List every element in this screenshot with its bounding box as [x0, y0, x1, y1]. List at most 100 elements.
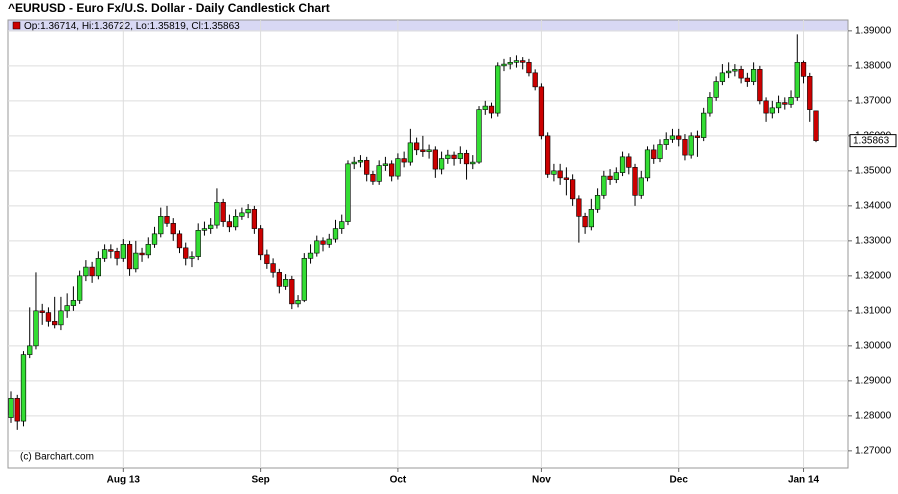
candle-body — [788, 97, 794, 105]
candle-body — [763, 100, 769, 114]
candle-body — [538, 86, 545, 137]
candle-body — [569, 179, 576, 200]
candle-body — [701, 112, 707, 138]
credit: (c) Barchart.com — [20, 452, 94, 463]
y-tick-label: 1.30000 — [855, 340, 892, 351]
candle-body — [33, 310, 39, 347]
candle-body — [45, 312, 52, 322]
candle-body — [276, 272, 282, 287]
candle-body — [725, 70, 732, 74]
candle-body — [420, 149, 426, 152]
candle-body — [638, 177, 644, 196]
x-tick-label: Aug 13 — [107, 475, 141, 486]
candle-body — [164, 216, 170, 224]
candle-body — [407, 142, 414, 163]
candle-body — [769, 107, 775, 114]
candle-body — [220, 202, 226, 222]
candle-body — [126, 244, 133, 270]
candle-body — [345, 163, 351, 222]
candle-body — [251, 209, 258, 229]
candle-body — [401, 158, 407, 163]
candle-body — [495, 65, 501, 114]
candle-body — [233, 216, 239, 228]
candle-body — [183, 247, 189, 259]
candle-body — [114, 251, 120, 259]
candle-body — [120, 244, 126, 259]
candle-body — [351, 161, 357, 165]
candle-body — [320, 240, 326, 245]
candle-body — [626, 156, 632, 168]
candle-body — [807, 76, 813, 110]
x-tick-label: Oct — [390, 475, 407, 486]
candle-body — [389, 163, 395, 177]
candle-body — [738, 69, 744, 79]
candle-body — [8, 398, 14, 418]
candle-body — [245, 209, 251, 214]
candle-body — [457, 153, 463, 159]
candle-body — [52, 321, 58, 326]
chart-title: ^EURUSD - Euro Fx/U.S. Dollar - Daily Ca… — [8, 1, 330, 15]
candle-body — [582, 216, 588, 228]
candle-body — [669, 135, 676, 140]
candle-body — [782, 102, 788, 105]
candle-body — [158, 216, 164, 235]
y-tick-label: 1.32000 — [855, 270, 892, 281]
candle-body — [395, 158, 401, 177]
candle-body — [257, 228, 264, 256]
candle-body — [139, 252, 145, 256]
candle-body — [370, 174, 376, 182]
candle-body — [501, 63, 507, 67]
y-tick-label: 1.33000 — [855, 235, 892, 246]
candle-body — [201, 228, 208, 231]
y-tick-label: 1.35000 — [855, 165, 892, 176]
candle-body — [282, 279, 289, 287]
candle-body — [588, 209, 594, 228]
y-tick-label: 1.27000 — [855, 445, 892, 456]
candle-body — [133, 252, 139, 270]
candle-body — [513, 60, 520, 63]
candle-body — [744, 77, 750, 82]
candle-body — [189, 256, 195, 259]
x-tick-label: Nov — [532, 475, 551, 486]
y-tick-label: 1.28000 — [855, 410, 892, 421]
candle-body — [563, 177, 570, 180]
candle-body — [632, 167, 638, 196]
candle-body — [20, 354, 27, 422]
candle-body — [426, 149, 432, 152]
candle-body — [58, 310, 64, 326]
candle-body — [651, 149, 657, 159]
candle-body — [732, 69, 738, 72]
legend-swatch — [12, 21, 21, 30]
y-tick-label: 1.39000 — [855, 25, 892, 36]
candle-body — [545, 135, 551, 175]
candle-body — [89, 266, 95, 277]
legend-text: Op:1.36714, Hi:1.36722, Lo:1.35819, Cl:1… — [24, 21, 240, 32]
candle-body — [27, 345, 33, 355]
candle-body — [83, 266, 89, 277]
candle-body — [438, 158, 445, 170]
candle-body — [295, 300, 301, 305]
candle-body — [607, 175, 613, 180]
candle-body — [601, 175, 607, 196]
candle-body — [264, 254, 270, 264]
candle-body — [339, 221, 345, 229]
candle-body — [195, 230, 201, 257]
candle-body — [532, 72, 538, 88]
y-tick-label: 1.34000 — [855, 200, 892, 211]
x-tick-label: Jan 14 — [788, 475, 820, 486]
candle-body — [226, 221, 233, 228]
candle-body — [663, 139, 669, 145]
candle-body — [800, 62, 807, 77]
candle-body — [95, 258, 102, 277]
candle-body — [151, 233, 158, 245]
candle-body — [170, 223, 176, 235]
x-tick-label: Dec — [670, 475, 689, 486]
candle-body — [413, 142, 420, 151]
candle-body — [270, 263, 276, 273]
candle-body — [794, 62, 800, 98]
candle-body — [750, 69, 757, 82]
candle-body — [713, 81, 719, 98]
last-price-label: 1.35863 — [853, 135, 890, 146]
candle-body — [307, 252, 314, 259]
